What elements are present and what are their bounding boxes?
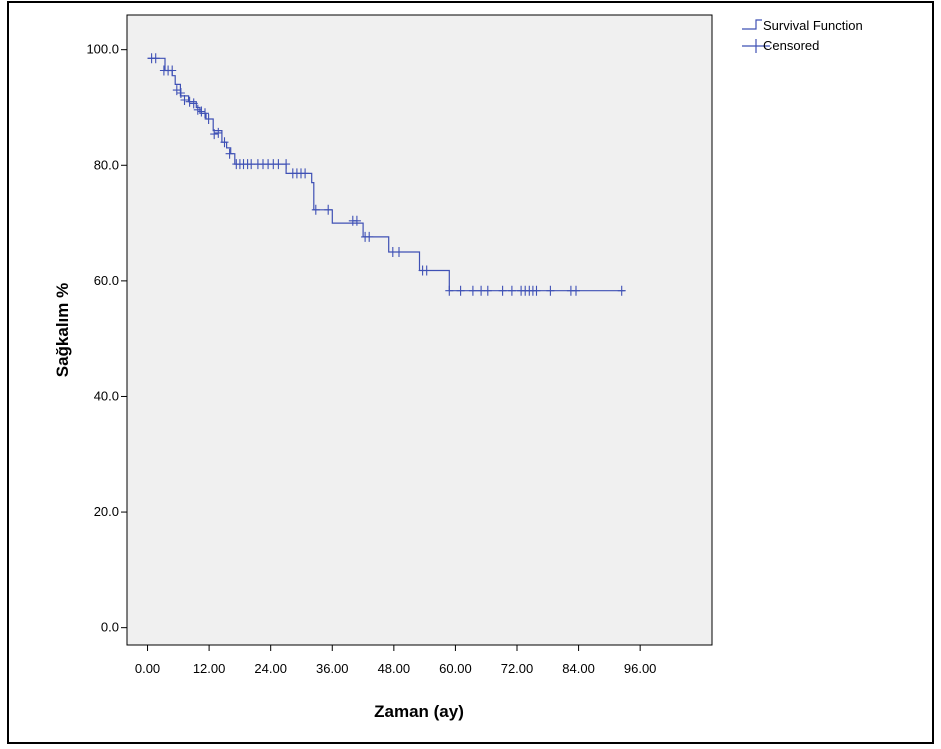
- x-tick-label: 0.00: [135, 661, 160, 676]
- y-tick-label: 60.0: [94, 273, 119, 288]
- censored-mark: [180, 95, 189, 105]
- censored-mark: [546, 285, 555, 296]
- censored-mark: [172, 85, 181, 96]
- y-axis: 0.0 20.0 40.0 60.0 80.0 100.0: [86, 42, 127, 635]
- censored-mark: [274, 159, 283, 170]
- plot-area: [126, 14, 713, 646]
- censored-mark: [352, 215, 361, 226]
- censored-mark: [168, 65, 177, 76]
- censored-mark: [204, 114, 213, 124]
- censored-mark: [617, 285, 626, 296]
- y-tick-label: 0.0: [101, 620, 119, 635]
- censored-mark: [468, 285, 477, 296]
- censored-mark: [197, 106, 206, 117]
- censored-mark: [311, 204, 320, 215]
- legend-label-censored: Censored: [763, 38, 819, 53]
- y-tick-label: 80.0: [94, 157, 119, 172]
- censored-mark: [176, 88, 185, 98]
- censored-mark: [193, 104, 202, 115]
- censored-mark: [572, 285, 580, 296]
- censored-mark: [189, 98, 198, 109]
- y-axis-title: Sağkalım %: [53, 283, 72, 378]
- censored-mark: [201, 108, 209, 119]
- x-axis-title: Zaman (ay): [374, 702, 464, 721]
- censored-mark: [395, 247, 403, 257]
- x-axis: 0.00 12.00 24.00 36.00 48.00 60.00 72.00 84.00 9…: [135, 645, 657, 676]
- censored-mark: [214, 127, 223, 138]
- censored-mark: [282, 159, 291, 170]
- censored-mark: [301, 168, 310, 179]
- legend-step-icon: [742, 19, 762, 30]
- censored-mark: [507, 285, 516, 296]
- x-tick-label: 60.00: [439, 661, 472, 676]
- x-tick-label: 12.00: [193, 661, 226, 676]
- x-tick-label: 24.00: [254, 661, 287, 676]
- censored-mark: [210, 129, 219, 140]
- censored-mark: [445, 285, 454, 296]
- x-tick-label: 36.00: [316, 661, 349, 676]
- censored-mark: [220, 137, 229, 148]
- censored-mark: [483, 285, 492, 296]
- legend: Survival Function Censored: [742, 18, 863, 53]
- legend-label-survival: Survival Function: [763, 18, 863, 33]
- y-tick-label: 20.0: [94, 504, 119, 519]
- censored-mark: [498, 285, 507, 296]
- x-tick-label: 96.00: [624, 661, 657, 676]
- censored-mark: [532, 285, 541, 296]
- censored-mark: [477, 285, 486, 296]
- censored-mark: [422, 265, 431, 276]
- x-tick-label: 72.00: [501, 661, 534, 676]
- censored-mark: [247, 159, 256, 170]
- censored-mark: [225, 148, 234, 159]
- y-tick-label: 40.0: [94, 388, 119, 403]
- censored-mark: [151, 53, 160, 64]
- series-layer: [147, 53, 626, 296]
- x-tick-label: 48.00: [378, 661, 411, 676]
- censored-mark: [324, 204, 333, 215]
- censored-mark: [365, 231, 374, 242]
- legend-plus-icon: [742, 39, 770, 53]
- censored-mark: [185, 96, 194, 107]
- x-tick-label: 84.00: [562, 661, 595, 676]
- censored-mark: [456, 285, 465, 296]
- y-tick-label: 100.0: [86, 42, 119, 57]
